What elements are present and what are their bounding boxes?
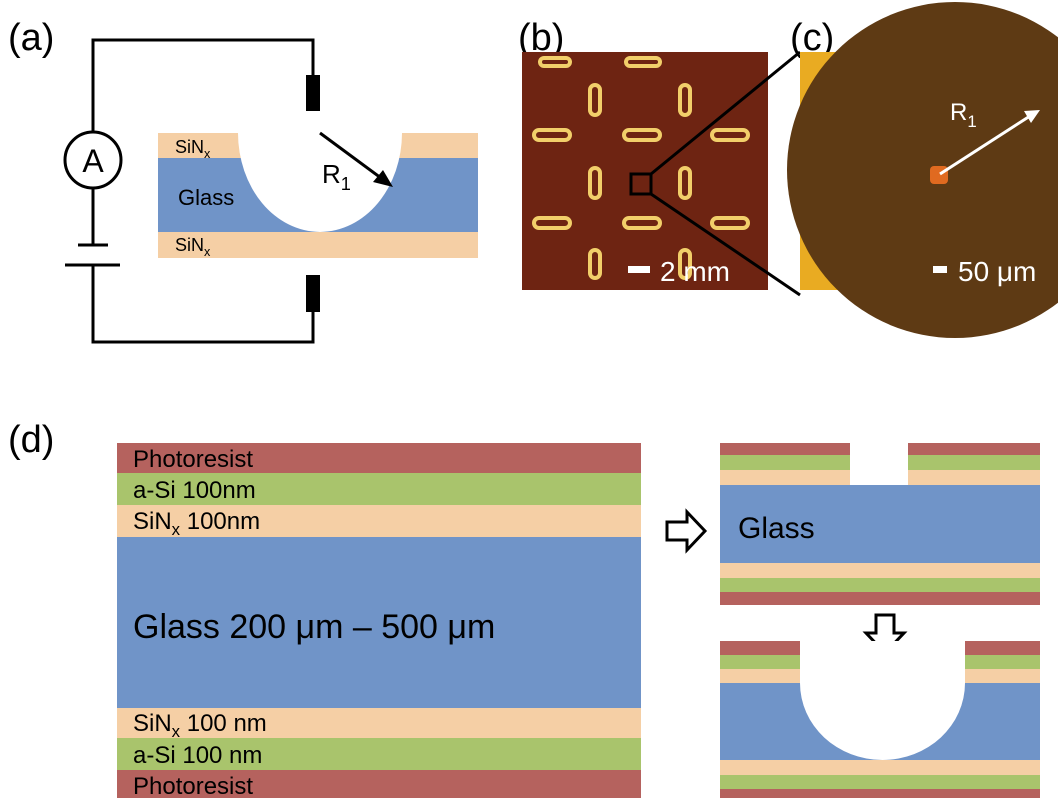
shape <box>532 128 572 142</box>
text: SiN <box>133 508 172 535</box>
shape <box>373 170 393 187</box>
asi-layer <box>720 578 1040 592</box>
shape <box>588 166 602 200</box>
glass-layer <box>720 485 1040 563</box>
text: x <box>204 245 211 259</box>
text: R <box>950 99 967 126</box>
cavity <box>238 133 402 232</box>
radius-arrow <box>939 110 1040 176</box>
layer-label: SiNx 100 nm <box>133 710 267 741</box>
shape <box>538 56 572 68</box>
sin-layer <box>158 232 478 258</box>
glass-layer <box>117 537 641 708</box>
shape <box>710 216 750 230</box>
zoom-line <box>650 50 801 176</box>
pattern <box>532 56 750 280</box>
shape <box>63 130 123 190</box>
sin-layer <box>117 708 641 738</box>
shape <box>588 248 602 280</box>
text: x <box>172 722 181 741</box>
text: 1 <box>967 112 976 131</box>
shape <box>91 38 315 132</box>
asi-layer <box>117 738 641 770</box>
pore <box>930 166 948 184</box>
process-arrow <box>665 508 708 554</box>
scale-bar <box>628 266 650 273</box>
panel-label: (d) <box>8 419 54 461</box>
layer-label: Glass <box>738 512 815 545</box>
text: x <box>204 147 211 161</box>
photoresist-layer <box>720 592 1040 605</box>
shape <box>91 265 315 344</box>
shape <box>622 216 662 230</box>
sin-layer <box>720 563 1040 578</box>
layer-label: Glass <box>178 185 234 210</box>
layer-label: a-Si 100 nm <box>133 742 262 769</box>
radius-label: R1 <box>322 159 351 194</box>
zoom-box <box>629 172 653 196</box>
photoresist-layer <box>117 770 641 798</box>
shape <box>678 248 692 280</box>
sin-layer <box>720 760 1040 775</box>
shape <box>622 128 662 142</box>
text: SiN <box>175 137 204 157</box>
scale-label: 50 μm <box>958 256 1036 287</box>
asi-layer <box>117 473 641 505</box>
sin-layer <box>117 505 641 537</box>
photoresist-layer <box>720 789 1040 798</box>
ammeter-label: A <box>82 143 104 179</box>
shape <box>939 114 1031 176</box>
layer-label: a-Si 100nm <box>133 477 256 504</box>
shape <box>319 131 386 183</box>
layer-labels: Photoresist a-Si 100nm SiNx 100nm Glass … <box>133 446 495 798</box>
circuit-wires <box>63 38 315 344</box>
scale-label: 2 mm <box>660 256 730 287</box>
opening <box>850 443 908 485</box>
radius-label: R1 <box>950 99 977 131</box>
text: R <box>322 159 341 189</box>
scale-bar <box>933 266 947 273</box>
micrograph <box>522 52 768 290</box>
layer-label: Glass 200 μm – 500 μm <box>133 608 495 646</box>
shape <box>588 83 602 117</box>
shape <box>678 83 692 117</box>
text: SiN <box>175 235 204 255</box>
layer-label: SiNx <box>175 235 211 259</box>
text: 100nm <box>180 508 260 535</box>
electrode <box>306 275 320 312</box>
radius-arrow <box>319 131 393 187</box>
electrode <box>306 75 320 111</box>
photoresist-layer <box>117 443 641 473</box>
asi-layer <box>720 775 1040 789</box>
layer-label: Photoresist <box>133 773 253 798</box>
shape <box>678 166 692 200</box>
shape <box>624 56 662 68</box>
zoom-line <box>650 192 801 297</box>
shape <box>1024 110 1040 123</box>
layer-label: SiNx 100nm <box>133 508 260 539</box>
panel-label: (a) <box>8 17 54 59</box>
text: x <box>172 520 181 539</box>
text: 100 nm <box>180 710 267 737</box>
layer-label: SiNx <box>175 137 211 161</box>
text: 1 <box>341 174 351 194</box>
shape <box>532 216 572 230</box>
well <box>787 2 1058 338</box>
shape <box>710 128 750 142</box>
layer-label: Photoresist <box>133 446 253 473</box>
cavity <box>800 641 965 760</box>
text: SiN <box>133 710 172 737</box>
